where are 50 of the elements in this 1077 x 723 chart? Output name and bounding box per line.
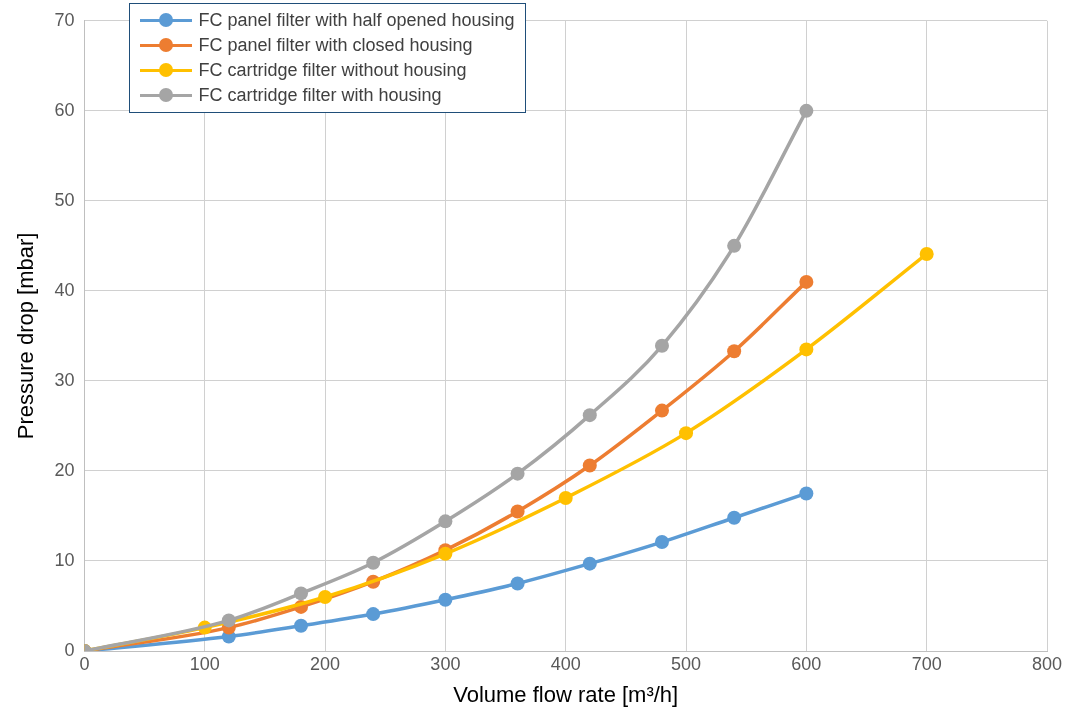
y-tick-label: 0 bbox=[64, 639, 75, 660]
point bbox=[582, 458, 597, 473]
point bbox=[558, 490, 573, 505]
point bbox=[799, 103, 814, 118]
point bbox=[366, 607, 381, 622]
point bbox=[510, 576, 525, 591]
point bbox=[438, 592, 453, 607]
y-tick-label: 50 bbox=[54, 189, 75, 210]
point bbox=[654, 403, 669, 418]
point bbox=[654, 338, 669, 353]
point bbox=[294, 586, 308, 601]
point bbox=[582, 556, 597, 571]
point bbox=[318, 589, 333, 604]
y-tick-label: 30 bbox=[54, 369, 75, 390]
point bbox=[221, 613, 236, 628]
legend-label: FC cartridge filter with housing bbox=[198, 84, 442, 106]
point bbox=[727, 344, 742, 359]
point bbox=[727, 510, 742, 525]
point bbox=[654, 535, 669, 550]
point bbox=[799, 274, 814, 289]
y-axis-title: Pressure drop [mbar] bbox=[13, 232, 39, 440]
point bbox=[727, 238, 742, 253]
x-tick-label: 500 bbox=[671, 653, 702, 674]
x-tick-label: 600 bbox=[791, 653, 822, 674]
x-tick-label: 100 bbox=[189, 653, 220, 674]
x-tick-label: 700 bbox=[911, 653, 942, 674]
point bbox=[582, 408, 597, 423]
y-tick-label: 20 bbox=[54, 459, 75, 480]
point bbox=[799, 342, 814, 357]
point bbox=[366, 555, 381, 570]
y-tick-label: 10 bbox=[54, 549, 75, 570]
x-tick-label: 0 bbox=[79, 653, 90, 674]
x-axis-title: Volume flow rate [m³/h] bbox=[453, 681, 679, 707]
point bbox=[679, 426, 694, 441]
legend-label: FC cartridge filter without housing bbox=[198, 59, 467, 81]
x-tick-label: 200 bbox=[310, 653, 341, 674]
y-tick-label: 40 bbox=[54, 279, 75, 300]
point bbox=[510, 504, 525, 519]
legend-label: FC panel filter with closed housing bbox=[198, 34, 473, 56]
point bbox=[438, 514, 453, 529]
legend-label: FC panel filter with half opened housing bbox=[198, 9, 515, 31]
point bbox=[510, 466, 525, 481]
point bbox=[799, 486, 814, 501]
point bbox=[919, 246, 934, 261]
y-tick-label: 70 bbox=[54, 9, 75, 30]
point bbox=[294, 618, 308, 633]
x-tick-label: 800 bbox=[1031, 653, 1063, 674]
x-tick-label: 400 bbox=[550, 653, 581, 674]
x-tick-label: 300 bbox=[430, 653, 461, 674]
y-tick-label: 60 bbox=[54, 99, 75, 120]
